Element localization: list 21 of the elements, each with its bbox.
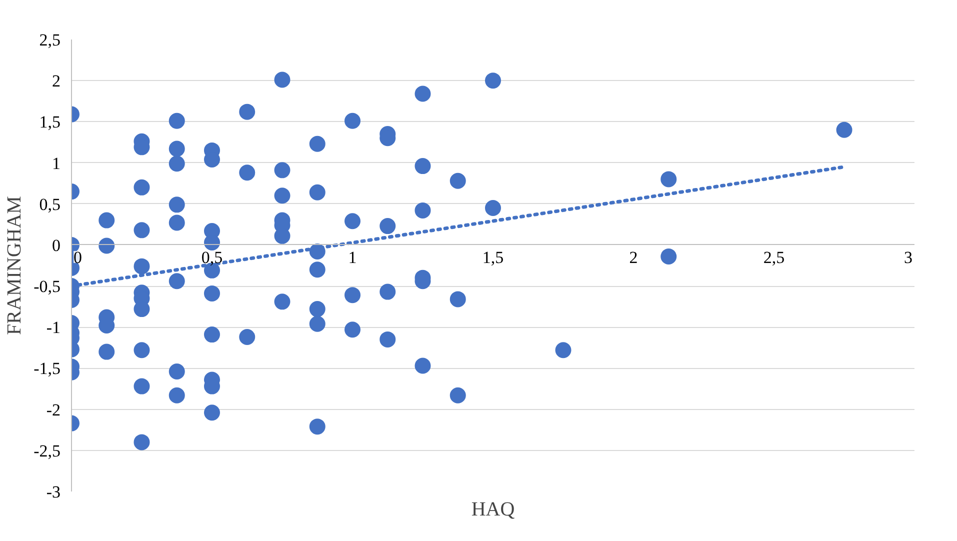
x-axis-title: HAQ xyxy=(471,498,516,520)
y-tick-label: 2 xyxy=(52,72,60,91)
y-tick-label: -1 xyxy=(46,318,61,338)
y-axis-title: FRAMINGHAM xyxy=(4,196,26,335)
x-tick-label: 1,5 xyxy=(482,248,504,267)
x-tick-label: 3 xyxy=(904,248,912,267)
x-tick-label: 0 xyxy=(74,248,82,267)
y-tick-label: 1,5 xyxy=(39,112,60,132)
y-tick-label: -0,5 xyxy=(34,277,61,296)
y-tick-label: 2,5 xyxy=(39,30,60,50)
x-tick-label: 2 xyxy=(629,248,638,267)
y-tick-label: -3 xyxy=(46,482,61,502)
x-tick-label: 1 xyxy=(348,248,357,267)
y-tick-label: -2,5 xyxy=(34,441,61,460)
y-tick-label: 1 xyxy=(52,154,60,173)
y-tick-label: -2 xyxy=(46,400,61,420)
x-tick-label: 0,5 xyxy=(201,248,223,267)
y-tick-label: 0 xyxy=(52,236,60,255)
y-tick-label: -1,5 xyxy=(34,359,61,378)
y-tick-label: 0,5 xyxy=(39,194,60,214)
x-tick-label: 2,5 xyxy=(763,248,785,267)
